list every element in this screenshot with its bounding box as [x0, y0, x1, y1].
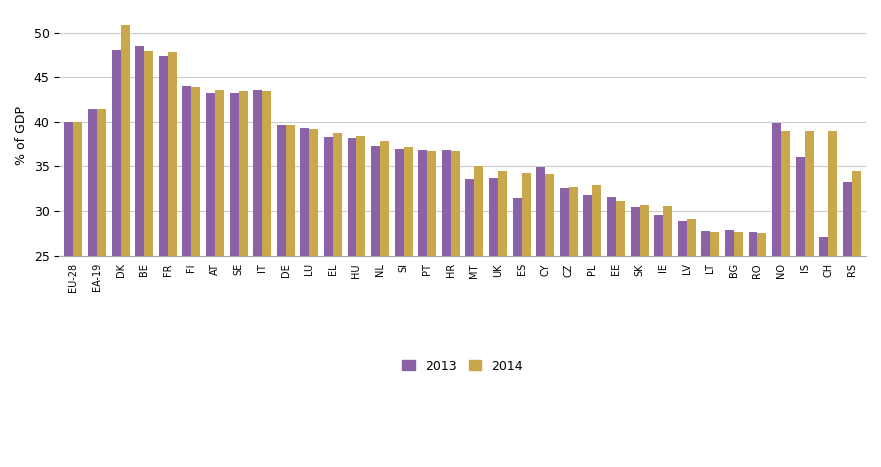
Bar	[182, 86, 191, 255]
Bar	[498, 171, 507, 255]
Bar	[677, 221, 686, 255]
Bar	[796, 156, 804, 255]
Bar	[852, 171, 861, 255]
Bar	[97, 108, 106, 255]
Y-axis label: % of GDP: % of GDP	[15, 106, 28, 165]
Bar	[135, 46, 144, 255]
Bar	[465, 179, 475, 255]
Bar	[772, 123, 781, 255]
Bar	[655, 215, 663, 255]
Bar	[663, 205, 672, 255]
Bar	[239, 91, 248, 255]
Bar	[230, 93, 239, 255]
Bar	[559, 188, 569, 255]
Bar	[451, 151, 460, 255]
Bar	[537, 167, 545, 255]
Bar	[309, 129, 318, 255]
Bar	[725, 230, 734, 255]
Bar	[475, 166, 484, 255]
Bar	[843, 182, 852, 255]
Bar	[285, 126, 294, 255]
Bar	[442, 149, 451, 255]
Bar	[569, 187, 578, 255]
Bar	[427, 151, 436, 255]
Bar	[592, 185, 602, 255]
Bar	[215, 90, 224, 255]
Bar	[819, 237, 828, 255]
Bar	[395, 149, 403, 255]
Bar	[607, 197, 616, 255]
Bar	[206, 93, 215, 255]
Bar	[631, 207, 640, 255]
Bar	[545, 175, 554, 255]
Bar	[418, 149, 427, 255]
Bar	[191, 87, 200, 255]
Bar	[734, 233, 743, 255]
Bar	[686, 219, 696, 255]
Bar	[371, 146, 380, 255]
Bar	[333, 133, 342, 255]
Bar	[403, 147, 412, 255]
Bar	[167, 51, 177, 255]
Bar	[749, 233, 758, 255]
Bar	[253, 90, 263, 255]
Bar	[144, 50, 153, 255]
Bar	[513, 198, 522, 255]
Bar	[640, 205, 648, 255]
Bar	[64, 122, 73, 255]
Bar	[583, 195, 592, 255]
Bar	[324, 137, 333, 255]
Bar	[121, 25, 130, 255]
Bar	[804, 131, 814, 255]
Bar	[701, 231, 710, 255]
Bar	[710, 233, 719, 255]
Bar	[300, 128, 309, 255]
Bar	[277, 126, 285, 255]
Bar	[88, 109, 97, 255]
Bar	[758, 234, 766, 255]
Bar	[616, 201, 625, 255]
Bar	[828, 131, 837, 255]
Bar	[159, 56, 167, 255]
Legend: 2013, 2014: 2013, 2014	[396, 353, 529, 379]
Bar	[380, 141, 389, 255]
Bar	[781, 131, 790, 255]
Bar	[263, 91, 271, 255]
Bar	[73, 122, 83, 255]
Bar	[489, 178, 498, 255]
Bar	[357, 136, 366, 255]
Bar	[347, 138, 357, 255]
Bar	[522, 173, 530, 255]
Bar	[112, 50, 121, 255]
